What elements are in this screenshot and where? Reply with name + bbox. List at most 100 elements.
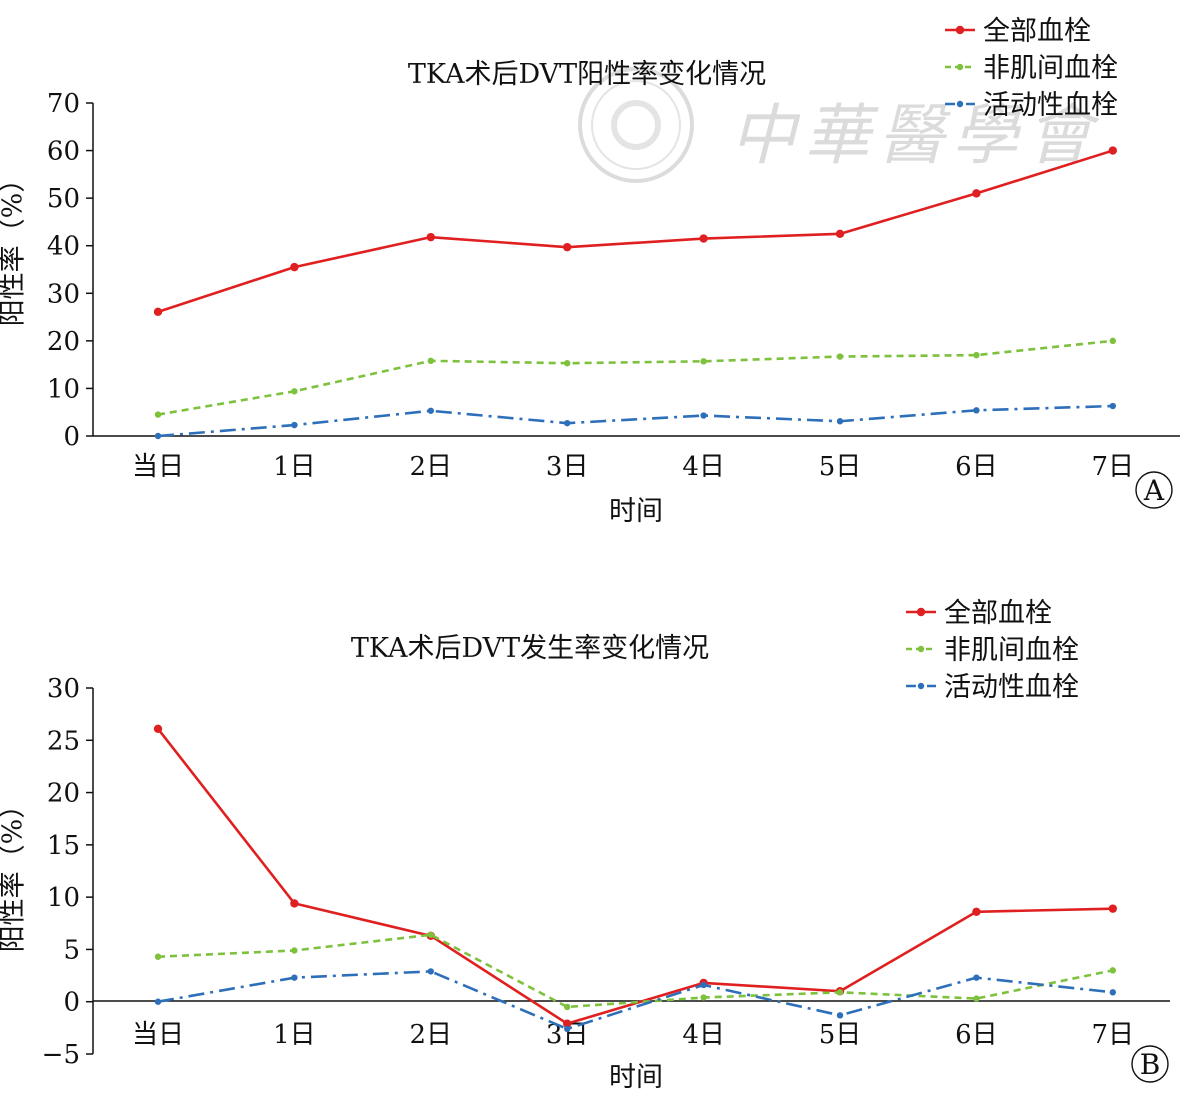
x-tick-label: 4日 (682, 452, 725, 482)
data-point (973, 995, 980, 1002)
legend-marker (956, 100, 964, 108)
y-tick-label: 0 (63, 422, 80, 452)
x-tick-label: 6日 (955, 1020, 998, 1050)
data-point (836, 353, 844, 360)
data-point (291, 974, 298, 981)
data-point (290, 899, 299, 908)
y-tick-label: 20 (47, 327, 80, 357)
data-point (836, 989, 844, 996)
y-tick-label: 0 (63, 988, 80, 1018)
chart-title: TKA术后DVT阳性率变化情况 (408, 59, 766, 90)
data-point (1108, 146, 1118, 155)
y-tick-label: 70 (47, 89, 80, 119)
y-tick-label: 60 (47, 137, 80, 167)
x-tick-label: 1日 (273, 1020, 316, 1050)
series-line (157, 404, 1113, 438)
x-tick-label: 2日 (410, 1020, 453, 1050)
x-tick-label: 6日 (955, 452, 998, 482)
data-point (1109, 989, 1117, 996)
legend-label: 全部血栓 (983, 16, 1091, 47)
data-point (972, 189, 981, 198)
watermark: 中華醫學會 (578, 67, 1100, 183)
legend-label: 非肌间血栓 (944, 635, 1079, 666)
data-point (427, 968, 434, 975)
legend-marker (956, 63, 964, 71)
panel-label-circle (1131, 1045, 1169, 1083)
y-axis-label: 阳性率（%） (0, 792, 29, 953)
data-point (1109, 402, 1117, 410)
data-point (154, 953, 162, 960)
chart-title: TKA术后DVT发生率变化情况 (351, 633, 709, 664)
x-tick-label: 当日 (132, 1020, 184, 1050)
data-point (427, 407, 434, 414)
data-point (700, 358, 707, 365)
x-tick-label: 5日 (819, 452, 862, 482)
y-axis-label: 阳性率（%） (0, 166, 29, 327)
data-point (1109, 337, 1117, 345)
y-tick-label: 5 (63, 935, 80, 965)
y-tick-label: 30 (47, 674, 80, 704)
data-point (973, 351, 980, 359)
legend-marker (955, 25, 965, 35)
y-tick-label: 10 (47, 374, 80, 404)
data-point (836, 418, 844, 425)
series-line (157, 339, 1113, 416)
x-axis-label: 时间 (609, 496, 663, 527)
data-point (426, 232, 435, 242)
data-point (972, 907, 981, 916)
data-point (153, 307, 163, 317)
y-tick-label: 50 (47, 184, 80, 214)
y-tick-label: 40 (47, 232, 80, 262)
panel-label: B (1140, 1048, 1161, 1081)
legend-label: 全部血栓 (944, 598, 1052, 629)
y-tick-label: 10 (47, 883, 80, 913)
data-point (564, 419, 571, 427)
x-tick-label: 3日 (546, 452, 589, 482)
data-point (154, 998, 162, 1005)
data-point (291, 388, 298, 395)
data-point (836, 1012, 844, 1019)
data-point (700, 981, 707, 989)
data-point (1109, 967, 1117, 974)
data-point (427, 931, 434, 938)
panel-label: A (1143, 474, 1165, 507)
data-point (290, 262, 299, 272)
legend-marker (916, 607, 926, 617)
data-point (700, 994, 707, 1001)
panel-label-circle (1135, 471, 1173, 509)
data-point (427, 357, 434, 365)
data-point (564, 1025, 571, 1033)
data-point (1108, 904, 1118, 913)
x-tick-label: 7日 (1092, 452, 1135, 482)
data-point (700, 412, 707, 419)
watermark-text: 中華醫學會 (730, 97, 1100, 174)
legend-label: 活动性血栓 (944, 672, 1079, 703)
legend-label: 非肌间血栓 (983, 53, 1118, 84)
data-point (153, 724, 163, 733)
y-tick-label: 30 (47, 279, 80, 309)
data-point (973, 974, 980, 981)
data-point (563, 242, 572, 252)
x-tick-label: 4日 (682, 1020, 725, 1050)
data-point (563, 1019, 572, 1028)
data-point (699, 234, 708, 243)
y-tick-label: 25 (47, 726, 80, 756)
y-tick-label: 20 (47, 779, 80, 809)
data-point (291, 947, 298, 954)
legend-marker (917, 645, 925, 653)
legend-marker (917, 682, 925, 690)
x-tick-label: 1日 (273, 452, 316, 482)
series-line (157, 933, 1114, 1009)
data-point (154, 432, 162, 440)
series-line (157, 970, 1113, 1031)
x-tick-label: 7日 (1092, 1020, 1135, 1050)
data-point (564, 1003, 571, 1011)
data-point (973, 407, 980, 414)
data-point (291, 421, 298, 429)
y-tick-label: 15 (47, 831, 80, 861)
x-tick-label: 2日 (410, 452, 453, 482)
watermark-seal (578, 67, 694, 183)
data-point (154, 411, 162, 418)
